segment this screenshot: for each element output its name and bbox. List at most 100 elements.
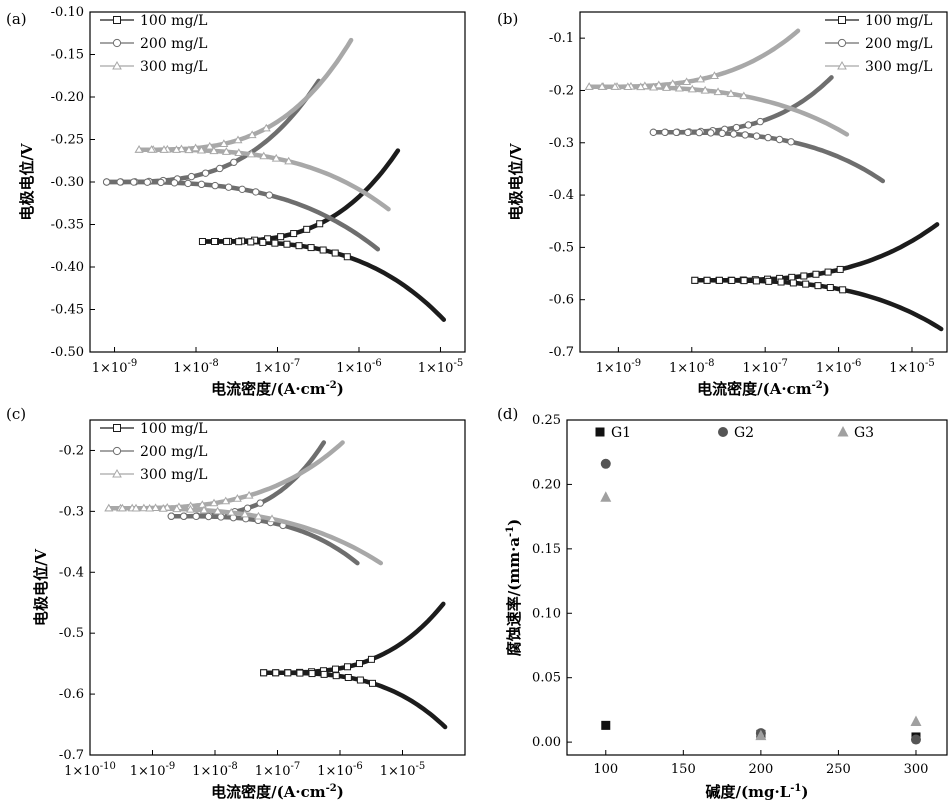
data-marker <box>682 77 692 86</box>
data-marker <box>265 191 274 199</box>
data-marker <box>261 123 271 132</box>
data-marker <box>158 504 168 512</box>
data-point <box>601 720 611 730</box>
data-marker <box>800 272 808 280</box>
data-marker <box>284 669 292 677</box>
x-axis-label: 电流密度/(A·cm-2) <box>211 380 344 398</box>
data-marker <box>116 178 124 186</box>
y-tick-label: -0.6 <box>59 687 84 702</box>
legend: 100 mg/L 200 mg/L 300 mg/L <box>825 13 932 75</box>
data-marker <box>718 129 726 138</box>
data-marker <box>826 284 834 292</box>
data-marker <box>728 276 736 284</box>
data-marker <box>267 514 277 523</box>
data-marker <box>713 87 723 96</box>
legend-label: G3 <box>854 425 874 441</box>
data-marker <box>674 83 684 92</box>
data-marker <box>224 183 233 191</box>
legend: 100 mg/L 200 mg/L 300 mg/L <box>100 13 207 75</box>
x-tick-label: 1×10-8 <box>173 358 218 376</box>
y-tick-label: -0.15 <box>51 48 84 63</box>
data-marker <box>211 238 219 246</box>
y-axis-label: 电极电位/V <box>18 143 36 220</box>
legend-label: 200 mg/L <box>865 36 932 52</box>
x-tick-label: 200 <box>748 762 773 777</box>
plot-frame <box>579 11 948 353</box>
data-marker <box>221 147 231 155</box>
data-marker <box>247 238 255 246</box>
data-marker <box>209 498 219 507</box>
x-tick-label: 250 <box>826 762 851 777</box>
data-marker <box>204 512 213 521</box>
data-marker <box>710 71 719 79</box>
panel-label: (b) <box>497 10 518 28</box>
data-marker <box>284 156 294 165</box>
data-marker <box>343 663 351 671</box>
data-marker <box>185 504 195 513</box>
legend-marker-square <box>113 16 121 24</box>
y-tick-label: -0.20 <box>51 90 84 105</box>
anodic-branch <box>261 601 446 676</box>
data-marker <box>332 665 340 673</box>
y-axis-label: 腐蚀速率/(mm·a-1) <box>505 519 523 656</box>
legend-marker-circle <box>112 446 122 456</box>
data-marker <box>344 674 352 682</box>
y-tick-label: 0.10 <box>532 606 561 621</box>
y-tick-label: -0.5 <box>549 240 574 255</box>
data-marker <box>296 669 304 677</box>
data-point <box>755 729 767 741</box>
y-tick-label: -0.5 <box>59 626 84 641</box>
data-marker <box>752 277 760 285</box>
data-marker <box>787 138 795 146</box>
series-0 <box>260 601 448 730</box>
data-marker <box>184 145 194 154</box>
x-tick-label: 1×10-9 <box>130 761 175 779</box>
data-marker <box>213 506 223 515</box>
data-marker <box>691 276 699 284</box>
data-marker <box>184 179 192 188</box>
y-tick-label: -0.7 <box>549 345 574 360</box>
data-marker <box>256 499 264 507</box>
data-marker <box>216 164 224 173</box>
data-marker <box>307 244 315 252</box>
series-G1 <box>595 427 921 742</box>
data-marker <box>264 235 272 243</box>
panel-label: (a) <box>6 10 27 28</box>
data-marker <box>272 669 280 677</box>
data-marker <box>198 238 206 245</box>
panel-label: (d) <box>497 405 518 423</box>
data-marker <box>331 249 339 257</box>
data-marker <box>223 238 231 246</box>
data-marker <box>238 185 246 194</box>
series-2 <box>584 28 850 137</box>
data-marker <box>145 503 155 512</box>
x-tick-label: 1×10-10 <box>64 761 116 779</box>
y-tick-label: -0.10 <box>51 5 84 20</box>
panel-c: (c) -0.7 -0.6 -0.5 -0.4 -0.3 -0.2 1×10-10 1×10-9… <box>6 405 466 801</box>
legend-marker-square <box>113 424 121 432</box>
y-tick-label: -0.35 <box>51 218 84 233</box>
data-point <box>910 734 921 745</box>
legend-label: 100 mg/L <box>140 13 207 29</box>
x-tick-label: 1×10-6 <box>336 358 381 376</box>
data-marker <box>715 276 723 284</box>
series-2 <box>104 440 384 566</box>
data-marker <box>764 133 772 142</box>
data-marker <box>196 145 206 154</box>
data-marker <box>320 670 328 678</box>
data-marker <box>170 179 179 187</box>
data-marker <box>765 277 773 285</box>
data-marker <box>244 490 254 499</box>
y-tick-label: 0.05 <box>532 671 561 686</box>
series-G3 <box>600 426 922 741</box>
data-marker <box>356 676 364 684</box>
data-marker <box>789 279 797 287</box>
x-tick-label: 1×10-9 <box>92 358 137 376</box>
data-marker <box>260 669 268 677</box>
legend-label: 300 mg/L <box>140 59 207 75</box>
data-marker <box>252 188 260 196</box>
data-marker <box>732 123 741 132</box>
data-marker <box>234 148 244 156</box>
data-marker <box>230 158 238 166</box>
anodic-branch <box>586 28 801 90</box>
